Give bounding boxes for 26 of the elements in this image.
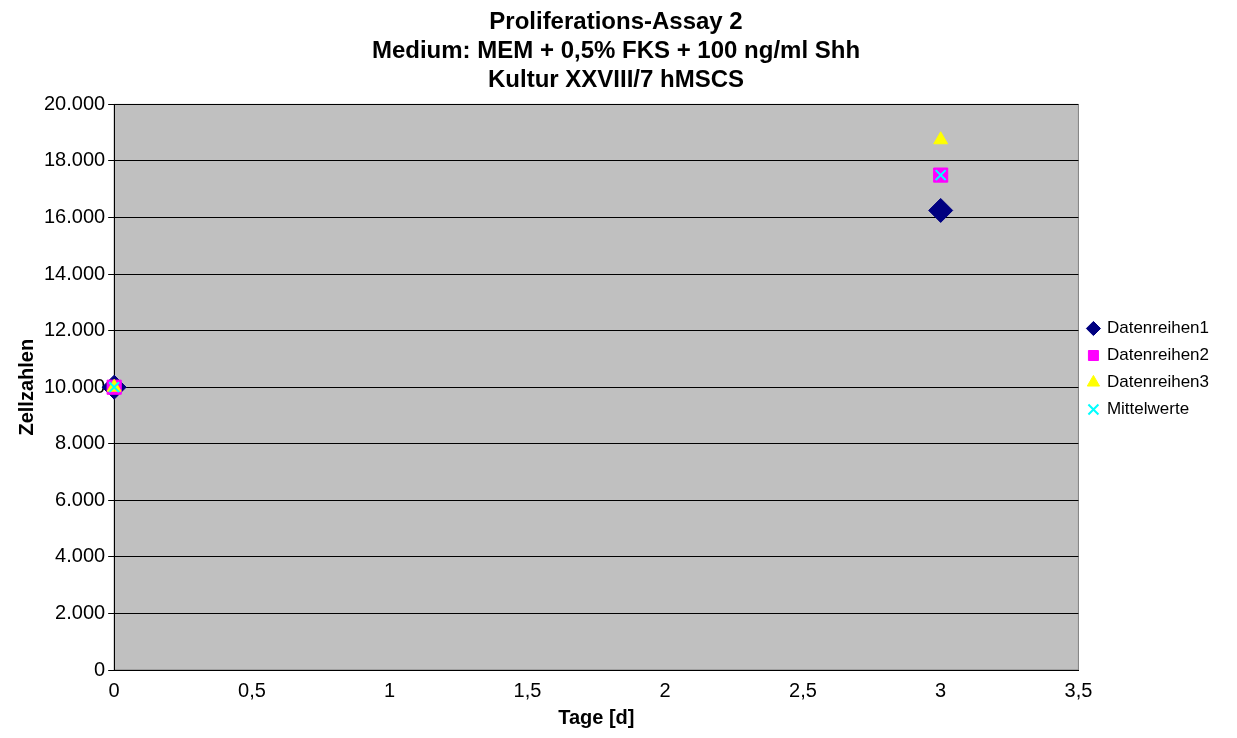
x-tick-label: 3: [935, 678, 947, 701]
legend-label: Datenreihen2: [1106, 345, 1209, 365]
y-tick-label: 8.000: [55, 431, 106, 454]
x-tick-label: 1: [384, 678, 396, 701]
legend-label: Datenreihen1: [1106, 318, 1209, 338]
x-tick-label: 2: [659, 678, 671, 701]
y-tick-label: 20.000: [44, 91, 106, 114]
y-tick-label: 2.000: [55, 600, 106, 623]
x-axis-title: Tage [d]: [558, 705, 635, 728]
y-tick-label: 4.000: [55, 544, 106, 567]
x-tick-label: 1,5: [513, 678, 542, 701]
chart-title: Proliferations-Assay 2 Medium: MEM + 0,5% FKS + 100 ng/ml Shh Kultur XXVIII/7 hMSCS: [371, 7, 861, 92]
x-tick-label: 3,5: [1064, 678, 1093, 701]
legend-label: Datenreihen3: [1106, 372, 1209, 392]
x-tick-label: 0: [108, 678, 120, 701]
y-tick-label: 12.000: [44, 318, 106, 341]
y-tick-label: 6.000: [55, 487, 106, 510]
y-tick-label: 0: [94, 657, 106, 680]
y-tick-label: 16.000: [44, 205, 106, 228]
y-tick-label: 10.000: [44, 374, 106, 397]
y-tick-label: 14.000: [44, 261, 106, 284]
y-axis-title: Zellzahlen: [14, 338, 37, 436]
x-tick-label: 2,5: [789, 678, 817, 701]
x-tick-label: 0,5: [238, 678, 266, 701]
y-tick-label: 18.000: [44, 148, 106, 171]
legend-label: Mittelwerte: [1106, 399, 1190, 419]
